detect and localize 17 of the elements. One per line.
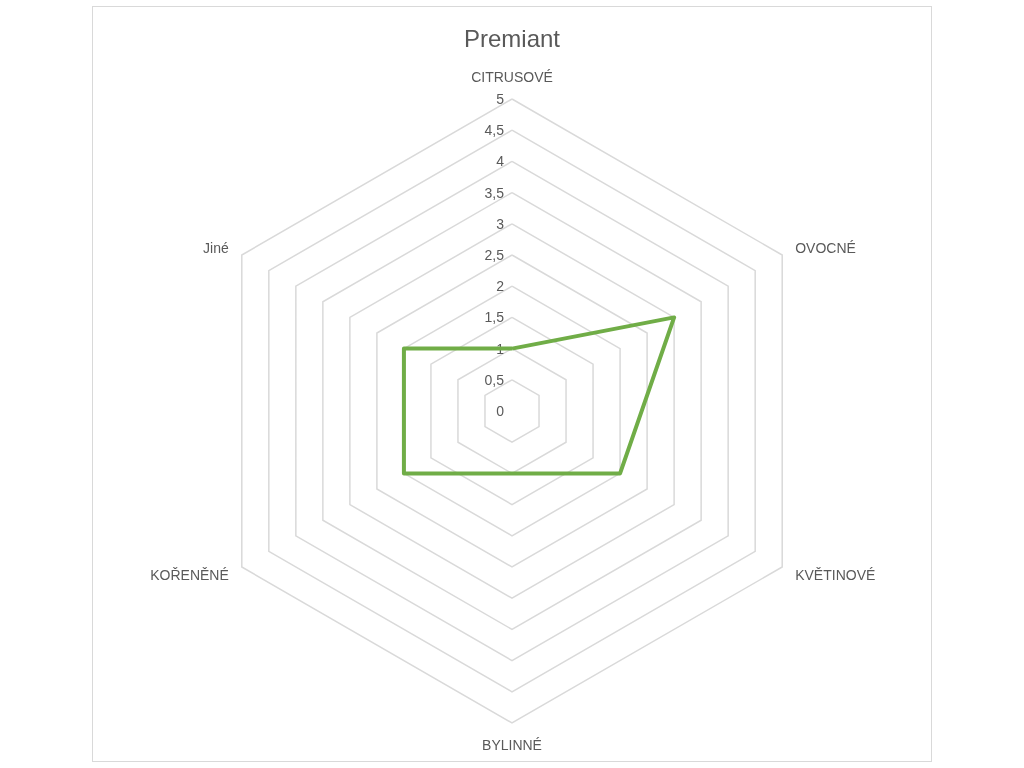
y-tick-label: 5: [496, 91, 505, 107]
spoke-label: BYLINNÉ: [482, 737, 542, 753]
y-tick-label: 2,5: [484, 247, 505, 263]
y-tick-label: 3: [496, 215, 505, 232]
y-tick-label: 3,5: [484, 184, 505, 201]
spoke-label: CITRUSOVÉ: [471, 69, 553, 85]
y-tick-label: 2: [496, 278, 505, 295]
spoke-label: KOŘENĚNÉ: [150, 566, 229, 583]
y-tick-label: 4,5: [484, 122, 505, 139]
spoke-label: Jiné: [203, 239, 230, 256]
y-tick-label: 4: [496, 153, 505, 170]
y-tick-label: 0,5: [484, 371, 505, 388]
chart-title: Premiant: [463, 24, 561, 52]
y-tick-label: 1,5: [484, 309, 505, 326]
y-tick-label: 0: [496, 403, 505, 419]
spoke-label: OVOCNÉ: [795, 239, 856, 256]
spoke-label: KVĚTINOVÉ: [795, 566, 876, 583]
